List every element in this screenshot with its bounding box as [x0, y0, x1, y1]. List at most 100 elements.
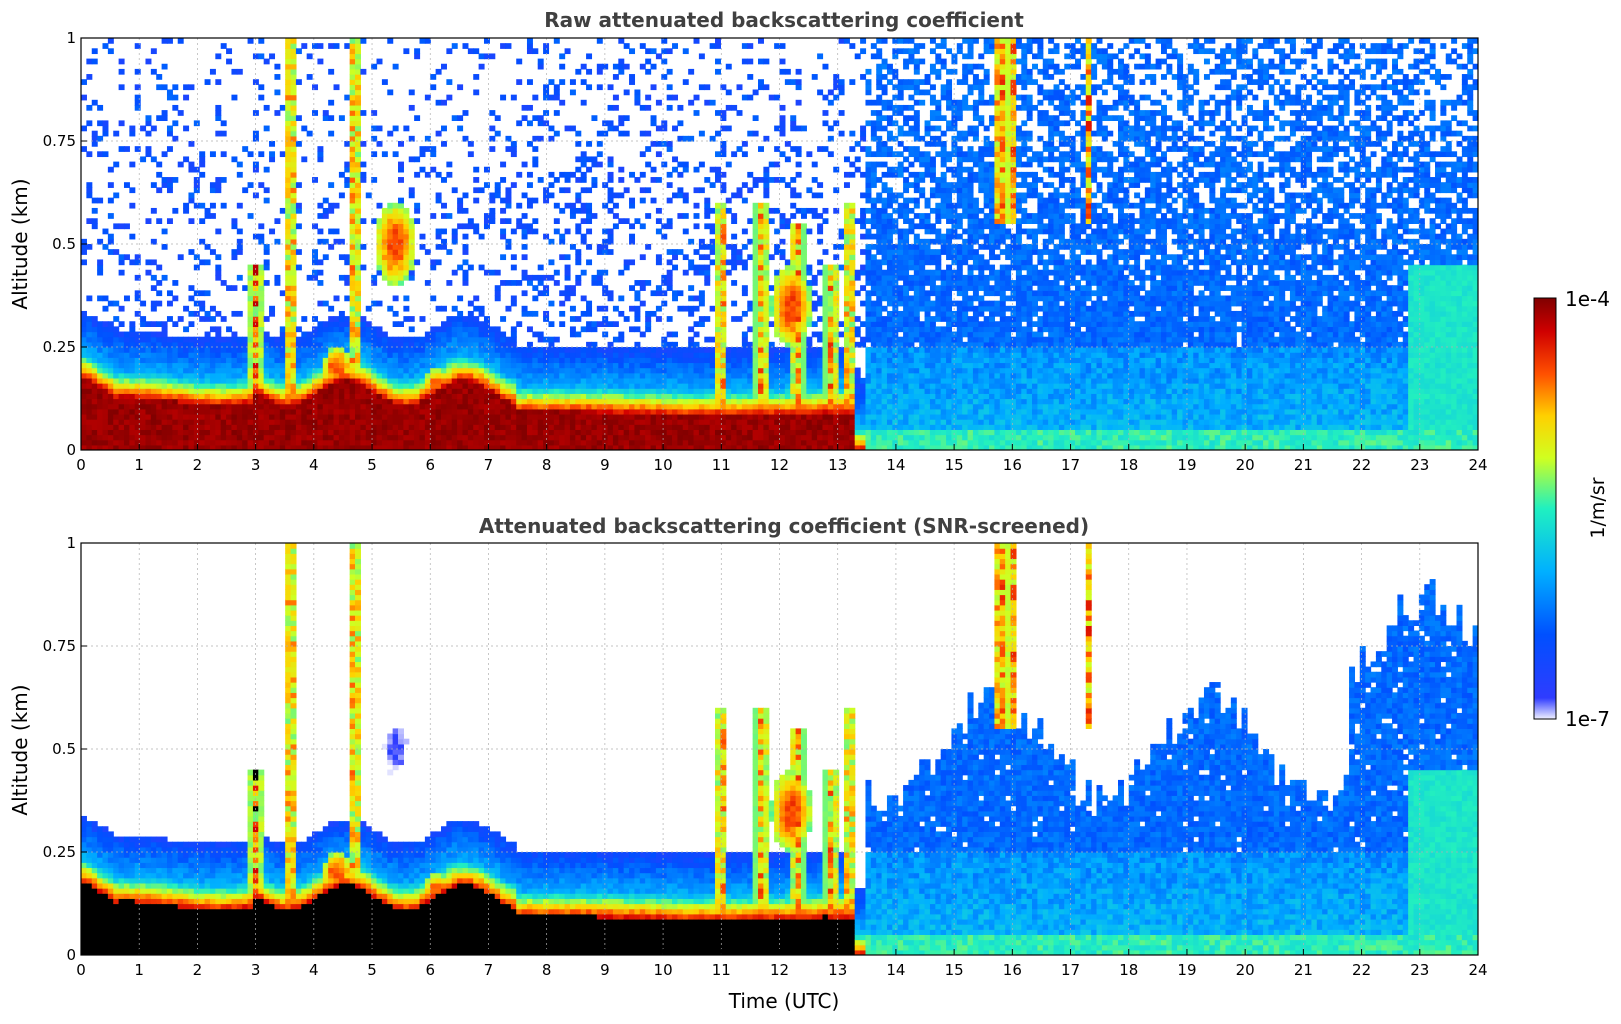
heatmap-cell [672, 341, 679, 348]
heatmap-cell [150, 424, 157, 430]
heatmap-cell [720, 403, 727, 410]
heatmap-cell [134, 377, 141, 384]
heatmap-cell [715, 352, 721, 358]
heatmap-cell [209, 341, 216, 348]
heatmap-cell [279, 290, 286, 297]
heatmap-cell [97, 269, 104, 276]
heatmap-cell [322, 408, 329, 415]
heatmap-cell [559, 290, 566, 297]
heatmap-cell [215, 79, 222, 85]
heatmap-cell [134, 434, 141, 441]
heatmap-cell [720, 207, 727, 214]
heatmap-cell [532, 439, 539, 446]
heatmap-cell [333, 408, 340, 415]
heatmap-cell [741, 341, 748, 348]
heatmap-cell [435, 439, 442, 446]
heatmap-cell [607, 444, 614, 450]
heatmap-cell [376, 347, 383, 353]
heatmap-cell [500, 341, 507, 348]
heatmap-cell [564, 269, 571, 276]
heatmap-cell [467, 347, 474, 353]
heatmap-cell [741, 388, 748, 394]
heatmap-cell [763, 310, 770, 317]
heatmap-cell [586, 367, 593, 374]
heatmap-cell [398, 383, 404, 389]
heatmap-cell [301, 434, 308, 441]
heatmap-cell [279, 444, 286, 450]
heatmap-cell [618, 130, 625, 137]
heatmap-cell [220, 202, 227, 209]
heatmap-cell [279, 393, 286, 400]
heatmap-cell [236, 202, 243, 209]
heatmap-cell [333, 439, 340, 446]
heatmap-cell [720, 218, 727, 224]
heatmap-cell [231, 285, 238, 291]
heatmap-cell [258, 429, 265, 436]
heatmap-cell [91, 352, 98, 358]
heatmap-cell [301, 156, 308, 163]
heatmap-cell [709, 429, 716, 436]
heatmap-cell [376, 202, 383, 209]
heatmap-cell [457, 357, 464, 364]
heatmap-cell [677, 192, 684, 199]
heatmap-cell [720, 238, 727, 245]
heatmap-cell [408, 383, 415, 389]
heatmap-cell [526, 280, 533, 286]
heatmap-cell [247, 403, 254, 410]
chart-title: Raw attenuated backscattering coefficien… [544, 8, 1024, 32]
heatmap-cell [398, 357, 404, 364]
heatmap-cell [586, 321, 593, 327]
heatmap-cell [322, 393, 329, 400]
heatmap-cell [97, 120, 104, 127]
heatmap-cell [183, 362, 190, 369]
heatmap-cell [398, 408, 404, 415]
heatmap-cell [338, 393, 345, 400]
heatmap-cell [451, 403, 458, 410]
heatmap-cell [693, 264, 700, 271]
heatmap-cell [226, 48, 233, 55]
heatmap-cell [81, 444, 87, 450]
heatmap-cell [741, 228, 748, 235]
heatmap-cell [580, 202, 587, 209]
heatmap-cell [752, 115, 759, 121]
heatmap-cell [81, 347, 87, 353]
heatmap-cell [790, 408, 797, 415]
heatmap-cell [355, 347, 361, 353]
heatmap-cell [618, 68, 625, 75]
heatmap-cell [666, 141, 673, 147]
heatmap-cell [505, 187, 512, 194]
heatmap-cell [736, 434, 743, 441]
heatmap-cell [586, 310, 593, 317]
heatmap-cell [553, 413, 560, 420]
heatmap-cell [376, 223, 383, 230]
heatmap-cell [242, 352, 249, 358]
heatmap-cell [392, 280, 399, 286]
heatmap-cell [483, 444, 490, 450]
heatmap-cell [586, 352, 593, 358]
heatmap-cell [263, 331, 270, 338]
heatmap-cell [682, 403, 689, 410]
heatmap-cell [290, 326, 297, 333]
heatmap-cell [505, 43, 512, 49]
heatmap-cell [768, 341, 775, 348]
heatmap-cell [295, 79, 302, 85]
heatmap-cell [365, 352, 372, 358]
heatmap-cell [317, 202, 324, 209]
heatmap-cell [596, 274, 603, 281]
heatmap-cell [446, 388, 453, 394]
heatmap-cell [516, 357, 523, 364]
heatmap-cell [758, 177, 764, 183]
heatmap-cell [328, 347, 335, 353]
heatmap-cell [403, 48, 410, 55]
heatmap-cell [145, 377, 152, 384]
heatmap-cell [317, 362, 324, 369]
heatmap-cell [596, 372, 603, 379]
heatmap-cell [317, 372, 324, 379]
heatmap-cell [279, 403, 286, 410]
heatmap-cell [779, 316, 786, 322]
heatmap-cell [81, 408, 87, 415]
heatmap-cell [494, 388, 501, 394]
heatmap-cell [446, 429, 453, 436]
heatmap-cell [269, 156, 276, 163]
heatmap-cell [505, 146, 512, 152]
